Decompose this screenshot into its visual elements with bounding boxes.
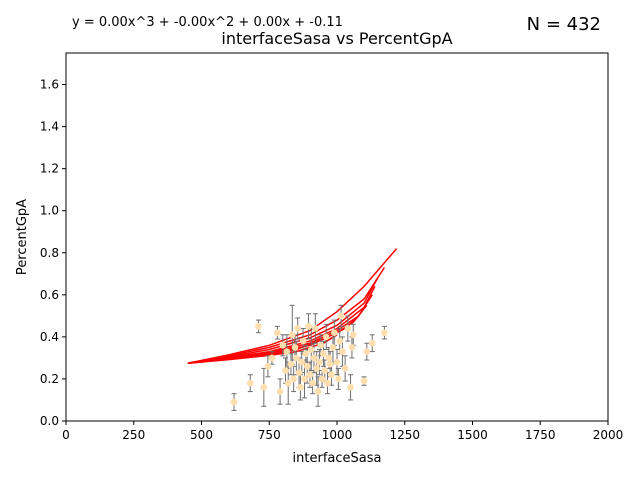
y-axis-ticks: 0.0 0.2 0.4 0.6 0.8 1.0 1.2 1.4 1.6 xyxy=(40,78,66,428)
data-point-16 xyxy=(293,354,300,362)
data-point-45 xyxy=(333,358,341,366)
data-point-42 xyxy=(328,371,335,379)
x-tick-label-1: 250 xyxy=(122,428,145,442)
x-axis-ticks: 0 250 500 750 1000 1250 1500 1750 2000 xyxy=(62,421,623,442)
data-point-1 xyxy=(246,379,254,387)
data-point-19 xyxy=(297,384,304,391)
y-tick-label-5: 1.0 xyxy=(40,204,59,218)
y-tick-label-0: 0.0 xyxy=(40,414,59,428)
data-point-53 xyxy=(348,344,356,351)
data-points xyxy=(230,312,388,406)
data-point-22 xyxy=(301,375,308,383)
data-point-7 xyxy=(276,388,284,395)
y-tick-label-6: 1.2 xyxy=(40,162,59,176)
data-point-38 xyxy=(322,333,330,341)
data-point-18 xyxy=(295,369,303,376)
x-tick-label-6: 1500 xyxy=(457,428,488,442)
data-point-48 xyxy=(337,312,345,320)
data-point-20 xyxy=(298,358,306,366)
data-point-57 xyxy=(368,339,376,347)
data-point-32 xyxy=(314,388,322,395)
fit-curve-2 xyxy=(187,277,379,364)
y-tick-label-3: 0.6 xyxy=(40,288,59,302)
y-axis-label: PercentGpA xyxy=(15,199,30,275)
y-tick-label-7: 1.4 xyxy=(40,120,59,134)
data-point-11 xyxy=(284,379,292,387)
data-point-41 xyxy=(326,360,334,368)
data-point-30 xyxy=(312,325,319,332)
data-point-40 xyxy=(325,354,333,362)
data-point-54 xyxy=(349,331,357,339)
data-point-46 xyxy=(335,375,342,383)
sample-count: N = 432 xyxy=(527,14,601,35)
fit-curve-0 xyxy=(187,248,398,364)
data-point-14 xyxy=(290,375,297,383)
data-point-3 xyxy=(260,384,268,391)
data-point-36 xyxy=(320,350,327,358)
data-point-6 xyxy=(274,329,281,336)
y-tick-label-8: 1.6 xyxy=(40,78,59,92)
data-point-56 xyxy=(363,348,371,355)
x-axis-label: interfaceSasa xyxy=(293,451,382,466)
x-tick-label-4: 1000 xyxy=(322,428,353,442)
y-tick-label-2: 0.4 xyxy=(40,330,59,344)
y-tick-label-4: 0.8 xyxy=(40,246,59,260)
data-point-39 xyxy=(324,379,331,387)
data-point-25 xyxy=(305,323,312,330)
data-point-23 xyxy=(302,350,310,358)
data-point-51 xyxy=(344,325,352,332)
data-point-17 xyxy=(294,325,302,332)
data-point-34 xyxy=(317,341,325,349)
x-tick-label-7: 1750 xyxy=(525,428,556,442)
data-point-24 xyxy=(303,363,311,370)
data-point-50 xyxy=(341,365,349,372)
x-tick-label-2: 500 xyxy=(190,428,213,442)
data-point-44 xyxy=(330,329,338,336)
data-point-8 xyxy=(279,341,287,349)
fit-curve-1 xyxy=(187,267,386,364)
x-tick-label-8: 2000 xyxy=(593,428,624,442)
data-point-15 xyxy=(291,344,299,351)
data-point-13 xyxy=(288,331,296,339)
data-point-2 xyxy=(255,323,262,330)
data-point-4 xyxy=(264,363,272,370)
data-point-43 xyxy=(329,344,337,351)
x-tick-label-3: 750 xyxy=(258,428,281,442)
error-bars xyxy=(231,304,387,411)
data-point-5 xyxy=(268,354,276,362)
data-point-37 xyxy=(321,367,329,374)
data-point-49 xyxy=(339,348,346,355)
fit-equation: y = 0.00x^3 + -0.00x^2 + 0.00x + -0.11 xyxy=(72,15,343,30)
data-point-21 xyxy=(299,337,307,345)
y-tick-label-1: 0.2 xyxy=(40,372,59,386)
data-point-12 xyxy=(287,360,295,368)
data-point-33 xyxy=(316,358,323,366)
fit-curves xyxy=(187,248,398,364)
data-point-58 xyxy=(381,329,388,336)
x-tick-label-0: 0 xyxy=(62,428,70,442)
data-point-10 xyxy=(283,348,291,355)
data-point-0 xyxy=(230,398,238,406)
data-point-26 xyxy=(306,371,314,379)
data-point-27 xyxy=(307,346,315,353)
chart-title: interfaceSasa vs PercentGpA xyxy=(221,29,452,48)
data-point-9 xyxy=(282,367,289,374)
data-point-47 xyxy=(336,337,344,345)
data-point-55 xyxy=(360,377,368,385)
data-point-35 xyxy=(318,375,326,383)
data-point-29 xyxy=(310,354,318,362)
x-tick-label-5: 1250 xyxy=(389,428,420,442)
data-point-52 xyxy=(347,384,354,391)
data-point-28 xyxy=(309,379,316,387)
data-point-31 xyxy=(313,365,320,372)
